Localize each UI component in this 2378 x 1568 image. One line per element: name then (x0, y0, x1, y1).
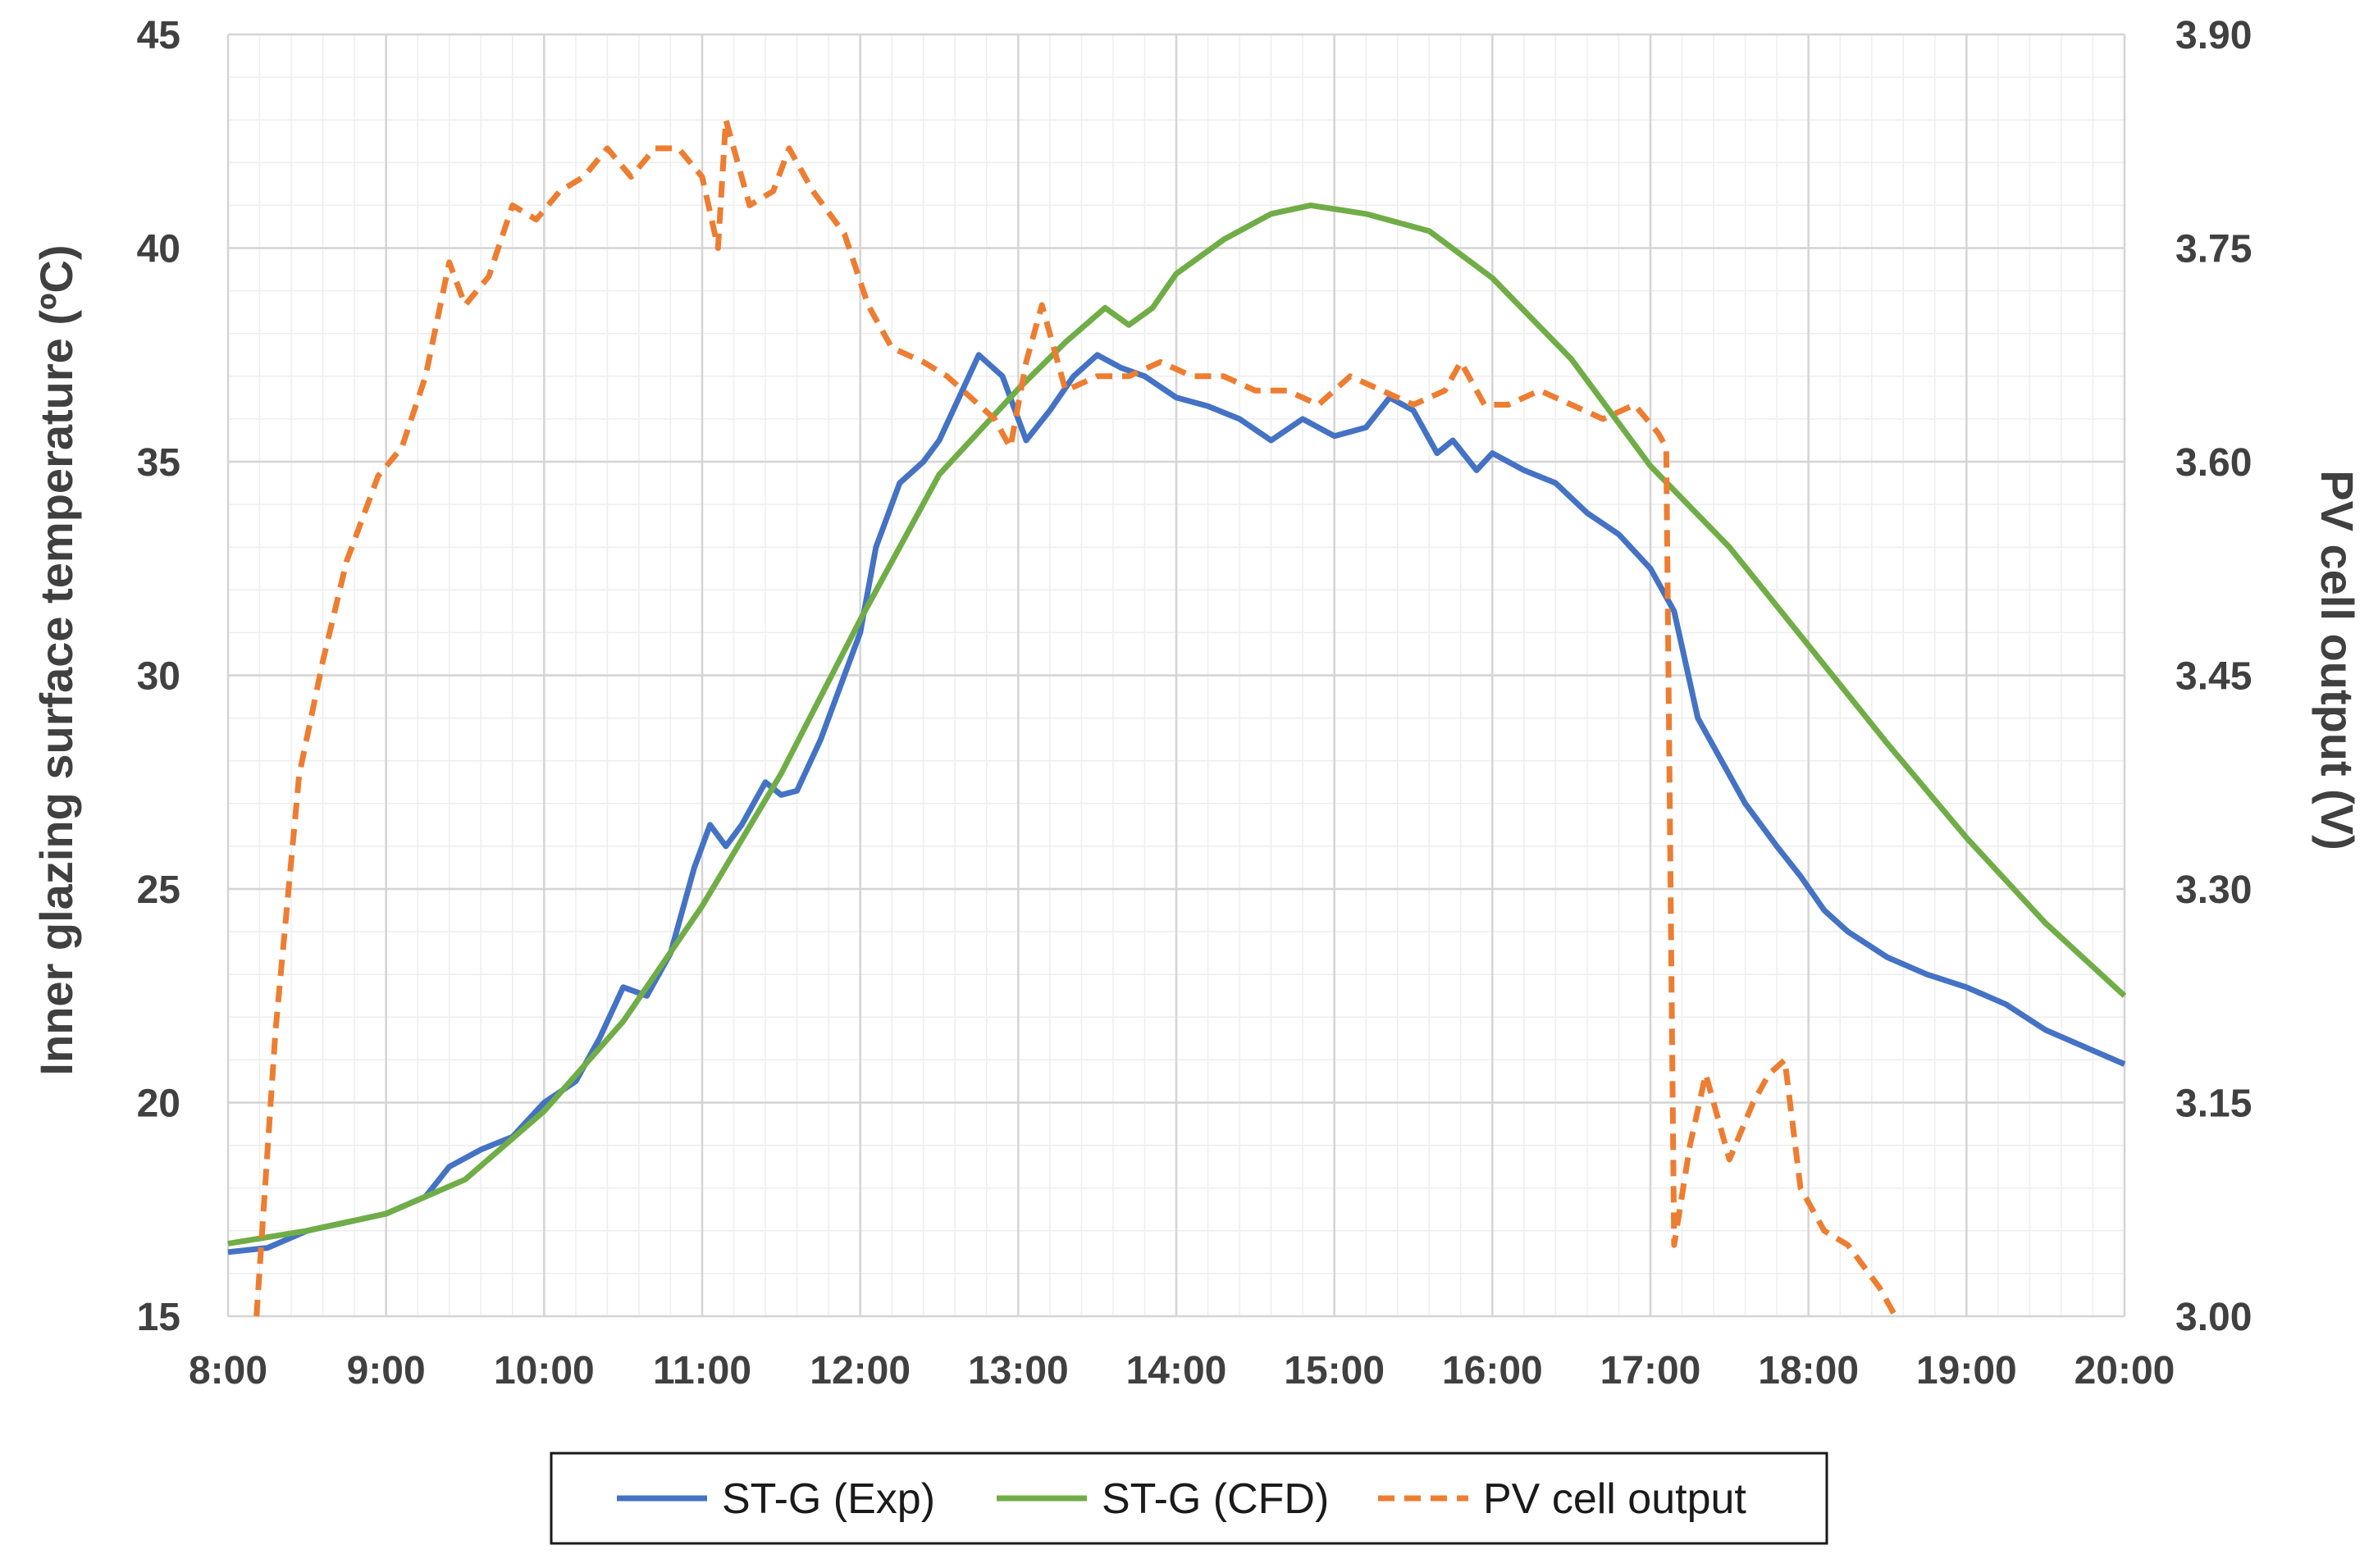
y-tick-label: 25 (137, 868, 180, 912)
y2-tick-label: 3.60 (2175, 441, 2252, 485)
x-tick-label: 20:00 (2074, 1349, 2175, 1393)
x-tick-label: 16:00 (1442, 1349, 1543, 1393)
x-tick-label: 8:00 (189, 1349, 267, 1393)
y2-tick-label: 3.15 (2175, 1083, 2252, 1126)
y-tick-label: 20 (137, 1083, 180, 1126)
series-line-st-g-exp (227, 352, 2126, 1256)
y2-tick-label: 3.45 (2175, 655, 2252, 699)
legend-label-pv: PV cell output (1483, 1475, 1746, 1523)
x-tick-label: 18:00 (1758, 1349, 1859, 1393)
y2-axis-title: PV cell output (V) (2312, 470, 2363, 850)
x-tick-label: 10:00 (494, 1349, 595, 1393)
y2-tick-label: 3.90 (2175, 14, 2252, 57)
y-tick-label: 45 (137, 14, 180, 57)
y-tick-label: 35 (137, 441, 180, 485)
x-tick-label: 11:00 (653, 1349, 751, 1393)
series-line-st-g-cfd (227, 202, 2127, 1247)
y2-tick-label: 3.30 (2175, 868, 2252, 912)
x-tick-label: 9:00 (347, 1349, 426, 1393)
y-axis-title: Inner glazing surface temperature (ºC) (30, 244, 82, 1075)
x-tick-label: 13:00 (968, 1349, 1069, 1393)
x-tick-label: 12:00 (810, 1349, 911, 1393)
y-tick-label: 15 (137, 1296, 180, 1339)
y-tick-label: 30 (137, 655, 180, 699)
y-tick-label: 40 (137, 228, 180, 271)
tick-labels: 8:00 9:00 10:00 11:00 12:00 13:00 14:00 15:00 16… (137, 14, 2252, 1393)
legend-box (550, 1452, 1828, 1545)
x-tick-label: 19:00 (1916, 1349, 2017, 1393)
series-line-pv-cell-output (253, 116, 1898, 1318)
x-tick-label: 15:00 (1284, 1349, 1385, 1393)
x-tick-label: 14:00 (1126, 1349, 1227, 1393)
y2-tick-label: 3.75 (2175, 228, 2252, 271)
x-tick-label: 17:00 (1600, 1349, 1701, 1393)
legend-label-exp: ST-G (Exp) (722, 1475, 935, 1523)
legend: ST-G (Exp) ST-G (CFD) PV cell output (550, 1452, 1828, 1545)
series-layer (227, 116, 2127, 1318)
legend-label-cfd: ST-G (CFD) (1102, 1475, 1329, 1523)
y2-tick-label: 3.00 (2175, 1296, 2252, 1339)
